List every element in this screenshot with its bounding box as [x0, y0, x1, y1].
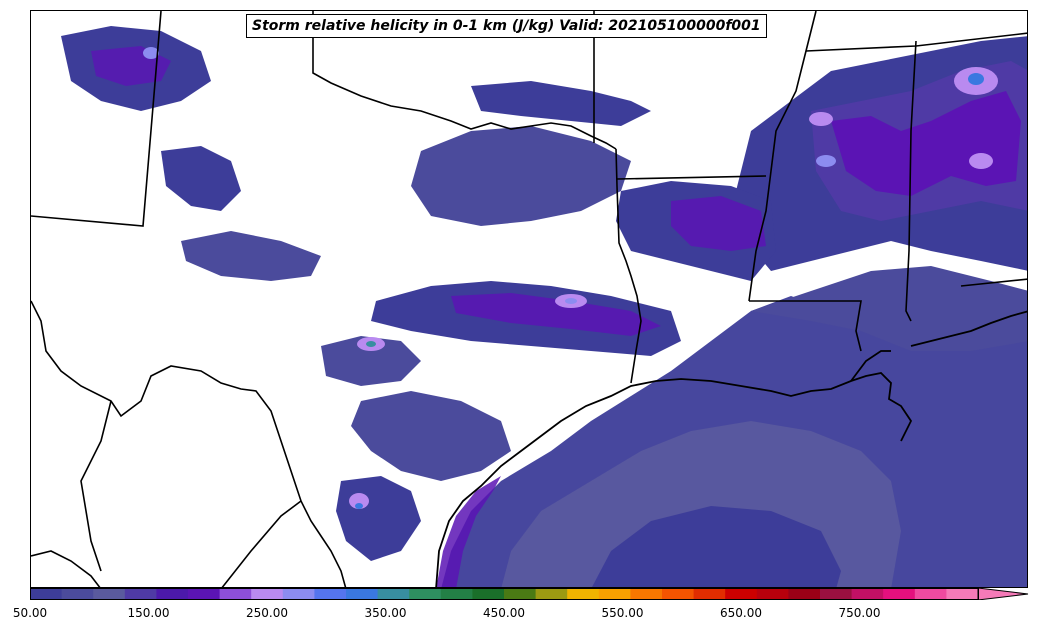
coastline — [435, 310, 1027, 587]
colorbar-segment — [567, 588, 600, 600]
gulf-field-east — [751, 266, 1027, 351]
colorbar-segment — [504, 588, 537, 600]
central-texas-band-high — [451, 293, 661, 336]
alabama-florida-border — [960, 278, 1027, 287]
colorbar-segment — [820, 588, 853, 600]
colorbar-segment — [251, 588, 284, 600]
colorbar-tick-label: 350.00 — [364, 606, 407, 620]
central-texas-peak-core — [565, 298, 577, 304]
colorbar-segment — [156, 588, 189, 600]
colorbar-segment — [61, 588, 94, 600]
colorbar-tick-label: 250.00 — [246, 606, 288, 620]
south-texas-peak-core — [355, 503, 363, 509]
northeast-peak-3 — [816, 155, 836, 167]
colorbar-segment — [788, 588, 821, 600]
colorbar-extend-arrow — [977, 588, 1029, 600]
mississippi-alabama-border — [905, 40, 917, 322]
oklahoma-band — [411, 126, 631, 226]
gulf-field-inner — [592, 506, 841, 587]
northeast-peak-4 — [969, 153, 993, 169]
colorbar-segment — [409, 588, 442, 600]
colorbar-segment — [30, 588, 63, 600]
west-texas-cluster — [321, 336, 421, 386]
gulf-coastline — [435, 372, 913, 587]
colorbar-segments — [30, 588, 979, 600]
texas-oklahoma-border — [312, 11, 617, 150]
helicity-map — [31, 11, 1027, 587]
map-panel — [30, 10, 1028, 588]
louisiana-east-border — [749, 300, 862, 352]
south-texas-peak — [349, 493, 369, 509]
panhandle-cells — [161, 146, 241, 211]
mexico-state-line-3 — [31, 550, 101, 587]
colorbar-segment — [282, 588, 315, 600]
colorbar-tick-label: 150.00 — [127, 606, 170, 620]
colorbar-segment — [662, 588, 695, 600]
colorbar-segment — [725, 588, 758, 600]
northeast-cluster-high — [831, 91, 1021, 196]
south-texas-band — [351, 391, 511, 481]
colorbar-segment — [472, 588, 505, 600]
colorbar-segment — [93, 588, 126, 600]
west-oklahoma-cells — [181, 231, 321, 281]
mobile-bay-coast — [910, 310, 1027, 347]
colorbar-segment — [219, 588, 252, 600]
south-texas-cells — [336, 476, 421, 561]
colorbar-segment — [377, 588, 410, 600]
colorbar-tick-label: 650.00 — [720, 606, 762, 620]
colorbar-segment — [630, 588, 663, 600]
arkansas-cluster-high — [671, 196, 766, 251]
colorbar-segment — [851, 588, 884, 600]
colorbar-segment — [883, 588, 916, 600]
nm-texas-border — [31, 11, 162, 227]
chart-title: Storm relative helicity in 0-1 km (J/kg)… — [246, 14, 767, 38]
colorbar-segment — [124, 588, 157, 600]
colorbar-segment — [756, 588, 789, 600]
arkansas-louisiana-border — [616, 175, 767, 180]
mexico-state-line-1 — [80, 400, 112, 572]
mississippi-river-border — [748, 11, 817, 302]
tennessee-border — [805, 32, 1027, 52]
northeast-peak-2 — [809, 112, 833, 126]
oklahoma-band-2 — [471, 81, 651, 126]
colorbar-segment — [598, 588, 631, 600]
colorbar-tick-label: 450.00 — [483, 606, 525, 620]
state-borders — [31, 11, 1027, 587]
west-texas-peak-core — [366, 341, 376, 347]
northwest-peak — [143, 47, 159, 59]
colorbar-segment — [440, 588, 473, 600]
texas-louisiana-border — [615, 148, 642, 384]
coastal-band — [436, 476, 501, 587]
colorbar-segment — [946, 588, 979, 600]
mexico-state-line-2 — [221, 500, 302, 587]
colorbar-segment — [914, 588, 947, 600]
colorbar-segment — [346, 588, 379, 600]
colorbar-segment — [314, 588, 347, 600]
colorbar — [30, 588, 1029, 600]
colorbar-segment — [535, 588, 568, 600]
northeast-peak-1-core — [968, 73, 984, 85]
mexico-border — [31, 300, 347, 587]
colorbar-tick-label: 750.00 — [838, 606, 881, 620]
colorbar-tick-label: 550.00 — [601, 606, 644, 620]
colorbar-outline — [30, 588, 979, 600]
colorbar-segment — [188, 588, 221, 600]
louisiana-delta — [850, 350, 891, 382]
colorbar-segment — [693, 588, 726, 600]
colorbar-tick-label: 50.00 — [12, 606, 48, 620]
